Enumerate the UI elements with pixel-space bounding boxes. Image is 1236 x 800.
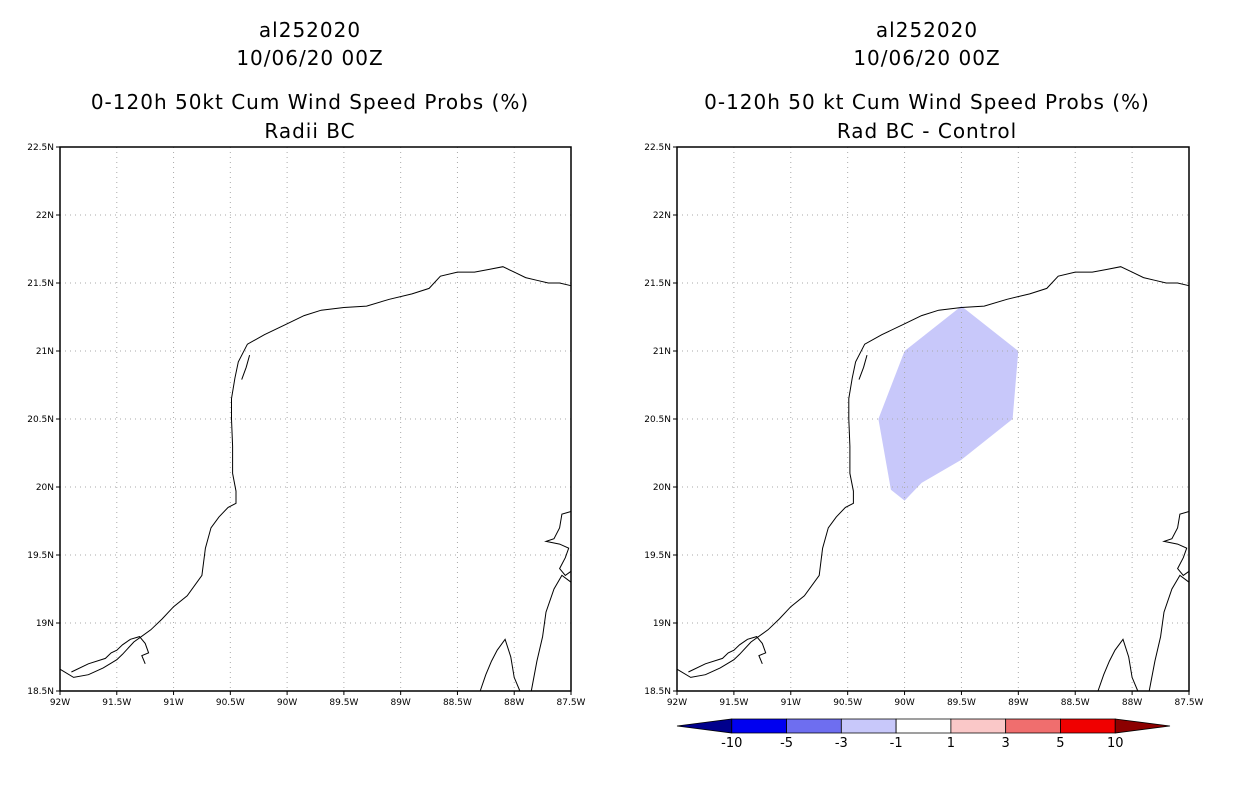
right-map-panel: 92W 91.5W 91W 90.5W 90W 89.5W 89W 88.5W 88W 87.5W… — [644, 143, 1203, 708]
y-tick-label: 20N — [36, 483, 54, 493]
colorbar-segment — [1114, 718, 1171, 734]
y-tick-label: 19N — [653, 619, 671, 629]
probability-shade-region — [878, 306, 1019, 501]
left-title-product: 0-120h 50kt Cum Wind Speed Probs (%) — [90, 90, 530, 114]
coastline — [544, 511, 572, 577]
x-tick-label: 90.5W — [216, 698, 245, 708]
y-tick-label: 22N — [36, 211, 54, 221]
x-tick-label: 91.5W — [719, 698, 748, 708]
coastline — [1162, 511, 1190, 577]
y-tick-label: 19N — [36, 619, 54, 629]
x-tick-label: 87.5W — [1175, 698, 1204, 708]
x-tick-label: 89.5W — [947, 698, 976, 708]
colorbar-tick-label: 10 — [1107, 736, 1124, 751]
y-tick-label: 20.5N — [644, 415, 671, 425]
y-tick-label: 22N — [653, 211, 671, 221]
x-tick-label: 89W — [1008, 698, 1028, 708]
colorbar-tick-label: -3 — [835, 736, 848, 751]
coastline — [858, 354, 868, 380]
colorbar-tick-label: -10 — [721, 736, 742, 751]
colorbar-tick-label: -1 — [890, 736, 903, 751]
coastline — [479, 638, 521, 692]
x-tick-label: 92W — [50, 698, 70, 708]
colorbar-segment — [840, 718, 897, 734]
x-tick-label: 91W — [163, 698, 183, 708]
colorbar-tick-label: 1 — [947, 736, 955, 751]
x-tick-label: 89W — [390, 698, 410, 708]
right-title-subtitle: Rad BC - Control — [836, 119, 1018, 143]
colorbar: -10 -5 -3 -1 1 3 5 10 — [676, 718, 1171, 751]
colorbar-segment — [950, 718, 1007, 734]
colorbar-segment — [676, 718, 733, 734]
x-tick-label: 89.5W — [329, 698, 358, 708]
colorbar-segment — [1060, 718, 1116, 734]
x-tick-label: 90.5W — [833, 698, 862, 708]
right-title-date: 10/06/20 00Z — [853, 46, 1001, 70]
colorbar-segment — [731, 718, 787, 734]
coastline — [530, 574, 572, 692]
x-tick-label: 90W — [277, 698, 297, 708]
colorbar-tick-label: 5 — [1056, 736, 1064, 751]
x-tick-label: 87.5W — [557, 698, 586, 708]
y-tick-label: 21N — [653, 347, 671, 357]
coastline — [71, 636, 150, 673]
left-map-panel: 92W 91.5W 91W 90.5W 90W 89.5W 89W 88.5W 88W 87.5W… — [27, 143, 585, 708]
x-tick-label: 88.5W — [443, 698, 472, 708]
y-tick-label: 18.5N — [27, 687, 54, 697]
y-tick-label: 22.5N — [644, 143, 671, 153]
colorbar-segment — [1005, 718, 1061, 734]
coastline — [1097, 638, 1139, 692]
left-title-subtitle: Radii BC — [264, 119, 356, 143]
colorbar-segment — [895, 718, 952, 734]
left-title-date: 10/06/20 00Z — [236, 46, 384, 70]
colorbar-tick-label: 3 — [1002, 736, 1010, 751]
coastline — [59, 266, 572, 678]
x-tick-label: 88W — [504, 698, 524, 708]
y-tick-label: 19.5N — [644, 551, 671, 561]
right-title-product: 0-120h 50 kt Cum Wind Speed Probs (%) — [704, 90, 1150, 114]
left-title-storm-id: al252020 — [258, 18, 362, 42]
y-tick-label: 19.5N — [27, 551, 54, 561]
y-tick-label: 21N — [36, 347, 54, 357]
y-tick-label: 22.5N — [27, 143, 54, 153]
x-tick-label: 88.5W — [1061, 698, 1090, 708]
colorbar-segment — [786, 718, 842, 734]
y-tick-label: 20N — [653, 483, 671, 493]
colorbar-tick-label: -5 — [780, 736, 793, 751]
x-tick-label: 92W — [667, 698, 687, 708]
y-tick-label: 18.5N — [644, 687, 671, 697]
right-title-storm-id: al252020 — [875, 18, 979, 42]
coastline — [1148, 574, 1190, 692]
coastline — [241, 354, 251, 380]
y-tick-label: 21.5N — [644, 279, 671, 289]
coastline — [688, 636, 767, 673]
x-tick-label: 91.5W — [102, 698, 131, 708]
x-tick-label: 90W — [894, 698, 914, 708]
y-tick-label: 21.5N — [27, 279, 54, 289]
x-tick-label: 88W — [1122, 698, 1142, 708]
coastline — [676, 266, 1190, 678]
x-tick-label: 91W — [781, 698, 801, 708]
y-tick-label: 20.5N — [27, 415, 54, 425]
